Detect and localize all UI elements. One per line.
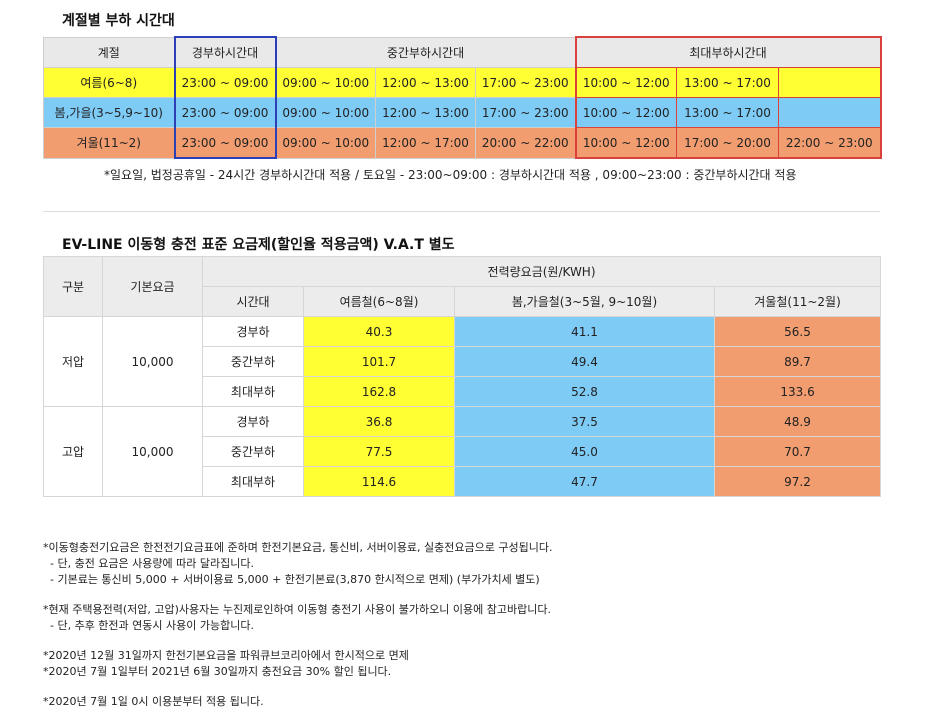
spring-rate-cell: 37.5: [454, 406, 715, 437]
summer-rate-cell: 40.3: [303, 316, 455, 347]
spring-rate-cell: 52.8: [454, 376, 715, 407]
mid-load-time: 09:00 ~ 10:00: [275, 67, 376, 98]
division-cell: 저압: [43, 316, 103, 407]
mid-load-time: 12:00 ~ 17:00: [375, 127, 476, 159]
peak-load-time: 22:00 ~ 23:00: [778, 127, 882, 159]
header-energy-fee: 전력량요금(원/KWH): [201, 256, 882, 287]
header-winter: 겨울철(11~2월): [713, 286, 882, 317]
season-label: 봄,가을(3~5,9~10): [43, 97, 175, 128]
header-spring-autumn: 봄,가을철(3~5월, 9~10월): [454, 286, 715, 317]
footnote-line: - 단, 충전 요금은 사용량에 따라 달라집니다.: [43, 557, 254, 570]
rate-section-title: EV-LINE 이동형 충전 표준 요금제(할인율 적용금액) V.A.T 별도: [62, 237, 455, 253]
peak-load-time: 13:00 ~ 17:00: [676, 67, 780, 98]
division-cell: 고압: [43, 406, 103, 497]
spring-rate-cell: 49.4: [454, 346, 715, 377]
rate-header-row-1: 구분 기본요금 전력량요금(원/KWH): [43, 256, 882, 317]
time-band-cell: 경부하: [202, 316, 304, 347]
summer-rate-cell: 162.8: [303, 376, 455, 407]
footnote-line: - 기본료는 통신비 5,000 + 서버이용료 5,000 + 한전기본료(3…: [43, 573, 540, 586]
header-peak-load: 최대부하시간대: [574, 36, 882, 68]
spring-rate-cell: 45.0: [454, 436, 715, 467]
table-row: 최대부하 162.8 52.8 133.6: [44, 376, 882, 407]
peak-load-time: [778, 67, 882, 98]
peak-load-time: 13:00 ~ 17:00: [676, 97, 780, 128]
footnote-line: *2020년 7월 1일 0시 이용분부터 적용 됩니다.: [43, 695, 264, 708]
table-row: 중간부하 77.5 45.0 70.7: [44, 436, 882, 467]
base-fee-cell: 10,000: [102, 406, 203, 497]
season-label: 겨울(11~2): [43, 127, 175, 159]
winter-rate-cell: 97.2: [713, 466, 882, 497]
season-row-spring-autumn: 봄,가을(3~5,9~10) 23:00 ~ 09:00 09:00 ~ 10:…: [43, 97, 882, 128]
peak-load-time: 10:00 ~ 12:00: [574, 97, 678, 128]
header-mid-load: 중간부하시간대: [274, 36, 577, 68]
mid-load-time: 20:00 ~ 22:00: [474, 127, 577, 159]
mid-load-time: 09:00 ~ 10:00: [275, 127, 376, 159]
light-load-time: 23:00 ~ 09:00: [173, 127, 277, 159]
header-light-load: 경부하시간대: [173, 36, 277, 68]
footnote-line: *이동형충전기요금은 한전전기요금표에 준하며 한전기본요금, 통신비, 서버이…: [43, 541, 553, 554]
section-divider: [43, 211, 880, 212]
season-load-table: 계절 경부하시간대 중간부하시간대 최대부하시간대 여름(6~8) 23:00 …: [43, 36, 882, 159]
light-load-time: 23:00 ~ 09:00: [173, 97, 277, 128]
footnote-line: - 단, 추후 한전과 연동시 사용이 가능합니다.: [43, 619, 254, 632]
table-row: 중간부하 101.7 49.4 89.7: [44, 346, 882, 377]
header-summer: 여름철(6~8월): [303, 286, 455, 317]
footnote-line: *현재 주택용전력(저압, 고압)사용자는 누진제로인하여 이동형 충전기 사용…: [43, 603, 551, 616]
header-base-fee: 기본요금: [102, 256, 203, 317]
summer-rate-cell: 101.7: [303, 346, 455, 377]
table-row: 고압 10,000 경부하 36.8 37.5 48.9: [43, 406, 882, 497]
rate-table: 구분 기본요금 전력량요금(원/KWH) 시간대 여름철(6~8월) 봄,가을철…: [43, 256, 882, 497]
spring-rate-cell: 41.1: [454, 316, 715, 347]
time-band-cell: 중간부하: [202, 436, 304, 467]
season-section-title: 계절별 부하 시간대: [62, 13, 175, 29]
footnote-line: *2020년 7월 1일부터 2021년 6월 30일까지 충전요금 30% 할…: [43, 665, 392, 678]
winter-rate-cell: 56.5: [713, 316, 882, 347]
mid-load-time: 12:00 ~ 13:00: [375, 67, 476, 98]
mid-load-time: 09:00 ~ 10:00: [275, 97, 376, 128]
summer-rate-cell: 114.6: [303, 466, 455, 497]
table-row: 저압 10,000 경부하 40.3 41.1 56.5: [43, 316, 882, 407]
footnotes: *이동형충전기요금은 한전전기요금표에 준하며 한전기본요금, 통신비, 서버이…: [43, 540, 552, 710]
mid-load-time: 17:00 ~ 23:00: [474, 67, 577, 98]
winter-rate-cell: 70.7: [713, 436, 882, 467]
rate-header-row-2: 시간대 여름철(6~8월) 봄,가을철(3~5월, 9~10월) 겨울철(11~…: [44, 286, 882, 317]
season-header-row: 계절 경부하시간대 중간부하시간대 최대부하시간대: [43, 36, 882, 68]
peak-load-time: 17:00 ~ 20:00: [676, 127, 780, 159]
header-time-band: 시간대: [202, 286, 304, 317]
spring-rate-cell: 47.7: [454, 466, 715, 497]
peak-load-time: 10:00 ~ 12:00: [574, 67, 678, 98]
winter-rate-cell: 89.7: [713, 346, 882, 377]
mid-load-time: 12:00 ~ 13:00: [375, 97, 476, 128]
season-row-winter: 겨울(11~2) 23:00 ~ 09:00 09:00 ~ 10:00 12:…: [43, 127, 882, 159]
table-row: 최대부하 114.6 47.7 97.2: [44, 466, 882, 497]
header-season: 계절: [43, 36, 175, 68]
season-note: *일요일, 법정공휴일 - 24시간 경부하시간대 적용 / 토요일 - 23:…: [104, 168, 797, 182]
season-row-summer: 여름(6~8) 23:00 ~ 09:00 09:00 ~ 10:00 12:0…: [43, 67, 882, 98]
summer-rate-cell: 36.8: [303, 406, 455, 437]
peak-load-time: [778, 97, 882, 128]
winter-rate-cell: 48.9: [713, 406, 882, 437]
mid-load-time: 17:00 ~ 23:00: [474, 97, 577, 128]
summer-rate-cell: 77.5: [303, 436, 455, 467]
time-band-cell: 중간부하: [202, 346, 304, 377]
winter-rate-cell: 133.6: [713, 376, 882, 407]
header-division: 구분: [43, 256, 103, 317]
peak-load-time: 10:00 ~ 12:00: [574, 127, 678, 159]
time-band-cell: 최대부하: [202, 466, 304, 497]
light-load-time: 23:00 ~ 09:00: [173, 67, 277, 98]
season-label: 여름(6~8): [43, 67, 175, 98]
base-fee-cell: 10,000: [102, 316, 203, 407]
time-band-cell: 경부하: [202, 406, 304, 437]
time-band-cell: 최대부하: [202, 376, 304, 407]
footnote-line: *2020년 12월 31일까지 한전기본요금을 파워큐브코리아에서 한시적으로…: [43, 649, 409, 662]
